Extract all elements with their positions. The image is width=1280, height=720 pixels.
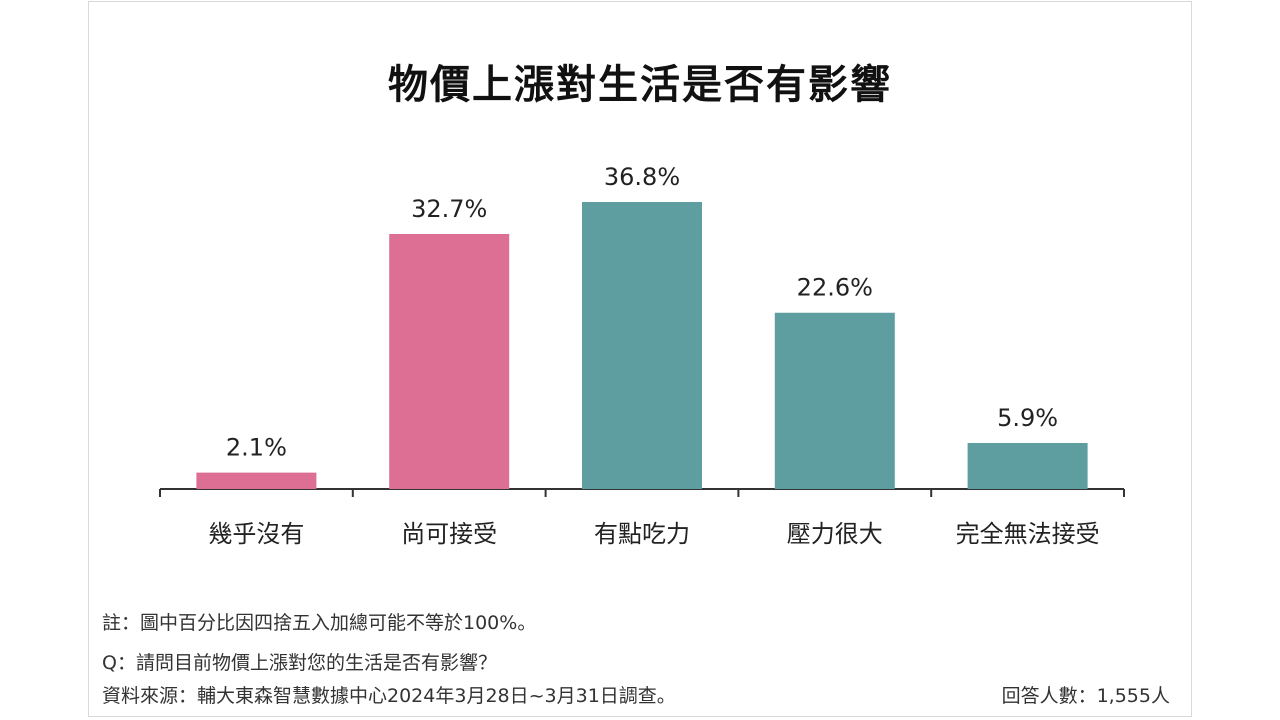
category-label: 幾乎沒有 <box>208 520 304 548</box>
footnote: 註：圖中百分比因四捨五入加總可能不等於100%。 <box>102 612 537 634</box>
bar <box>196 472 317 489</box>
bar <box>389 233 510 489</box>
data-label: 32.7% <box>411 195 487 223</box>
data-label: 2.1% <box>226 434 287 462</box>
chart-title: 物價上漲對生活是否有影響 <box>388 62 892 108</box>
bar <box>967 442 1088 489</box>
data-label: 22.6% <box>797 274 873 302</box>
category-label: 尚可接受 <box>401 520 497 548</box>
survey-question: Q：請問目前物價上漲對您的生活是否有影響？ <box>102 652 497 674</box>
category-label: 有點吃力 <box>594 520 690 548</box>
data-label: 36.8% <box>604 163 680 191</box>
data-source: 資料來源：輔大東森智慧數據中心2024年3月28日~3月31日調查。 <box>102 685 676 707</box>
respondent-count: 回答人數：1,555人 <box>1001 685 1170 707</box>
category-label: 壓力很大 <box>787 520 883 548</box>
bar <box>582 202 702 489</box>
bar <box>774 312 895 489</box>
category-label: 完全無法接受 <box>956 520 1100 548</box>
data-label: 5.9% <box>997 404 1058 432</box>
